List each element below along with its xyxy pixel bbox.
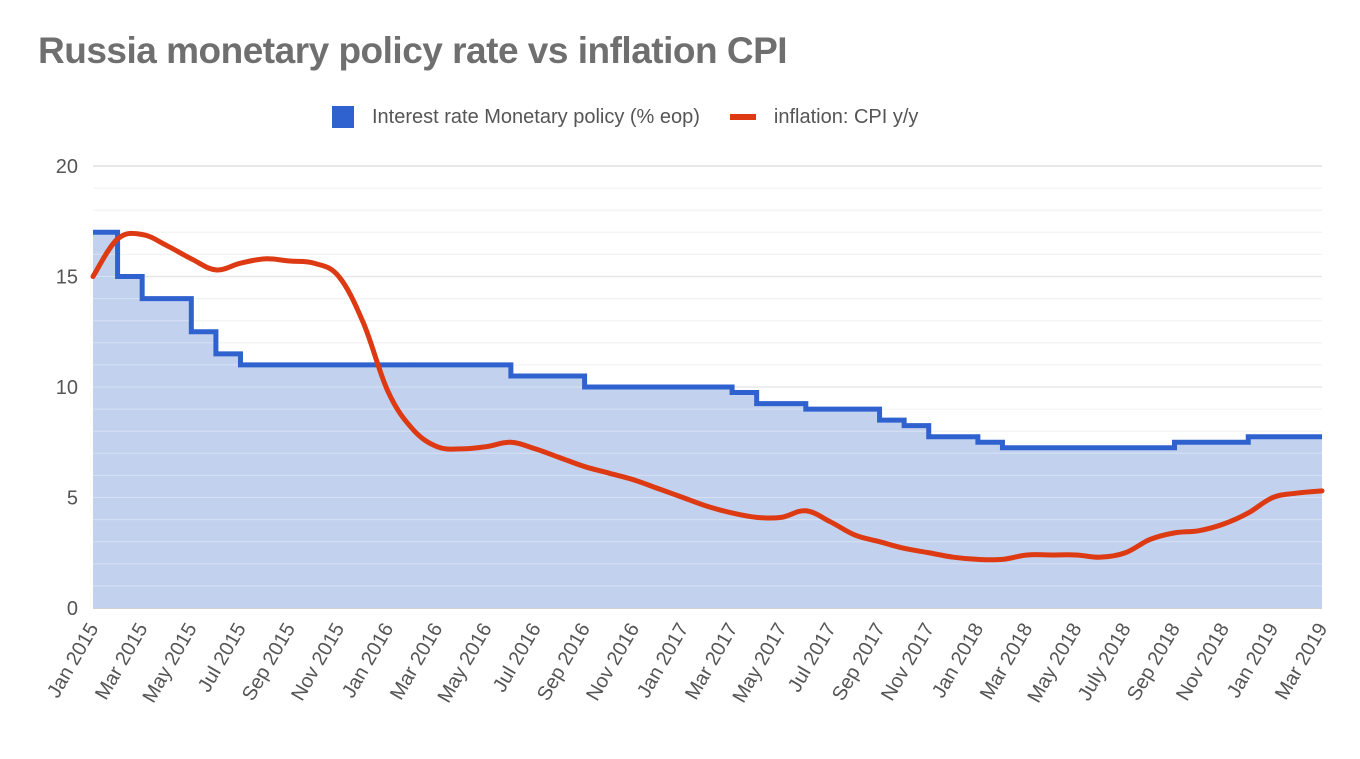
y-tick-label: 5 [67, 488, 78, 510]
legend-label-interest-rate: Interest rate Monetary policy (% eop) [372, 105, 700, 128]
legend: Interest rate Monetary policy (% eop) in… [332, 102, 948, 132]
legend-swatch-interest-rate [332, 106, 354, 128]
series-line-interest-rate [93, 229, 1322, 451]
legend-label-inflation: inflation: CPI y/y [773, 105, 919, 128]
chart-title: Russia monetary policy rate vs inflation… [38, 30, 788, 71]
y-tick-label: 20 [56, 156, 78, 178]
legend-item-interest-rate[interactable]: Interest rate Monetary policy (% eop) [332, 106, 700, 129]
y-tick-label: 15 [56, 267, 78, 289]
legend-swatch-inflation [729, 114, 756, 120]
y-tick-label: 10 [56, 377, 78, 399]
y-tick-label: 0 [67, 598, 78, 620]
legend-item-inflation[interactable]: inflation: CPI y/y [729, 105, 919, 129]
series-area-interest-rate [93, 232, 1322, 609]
